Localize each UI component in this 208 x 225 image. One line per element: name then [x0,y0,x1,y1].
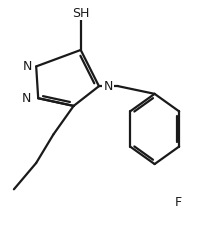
Text: N: N [22,60,32,73]
Text: N: N [21,92,31,105]
Text: F: F [174,196,181,209]
Text: N: N [103,80,113,93]
Text: SH: SH [72,7,89,20]
